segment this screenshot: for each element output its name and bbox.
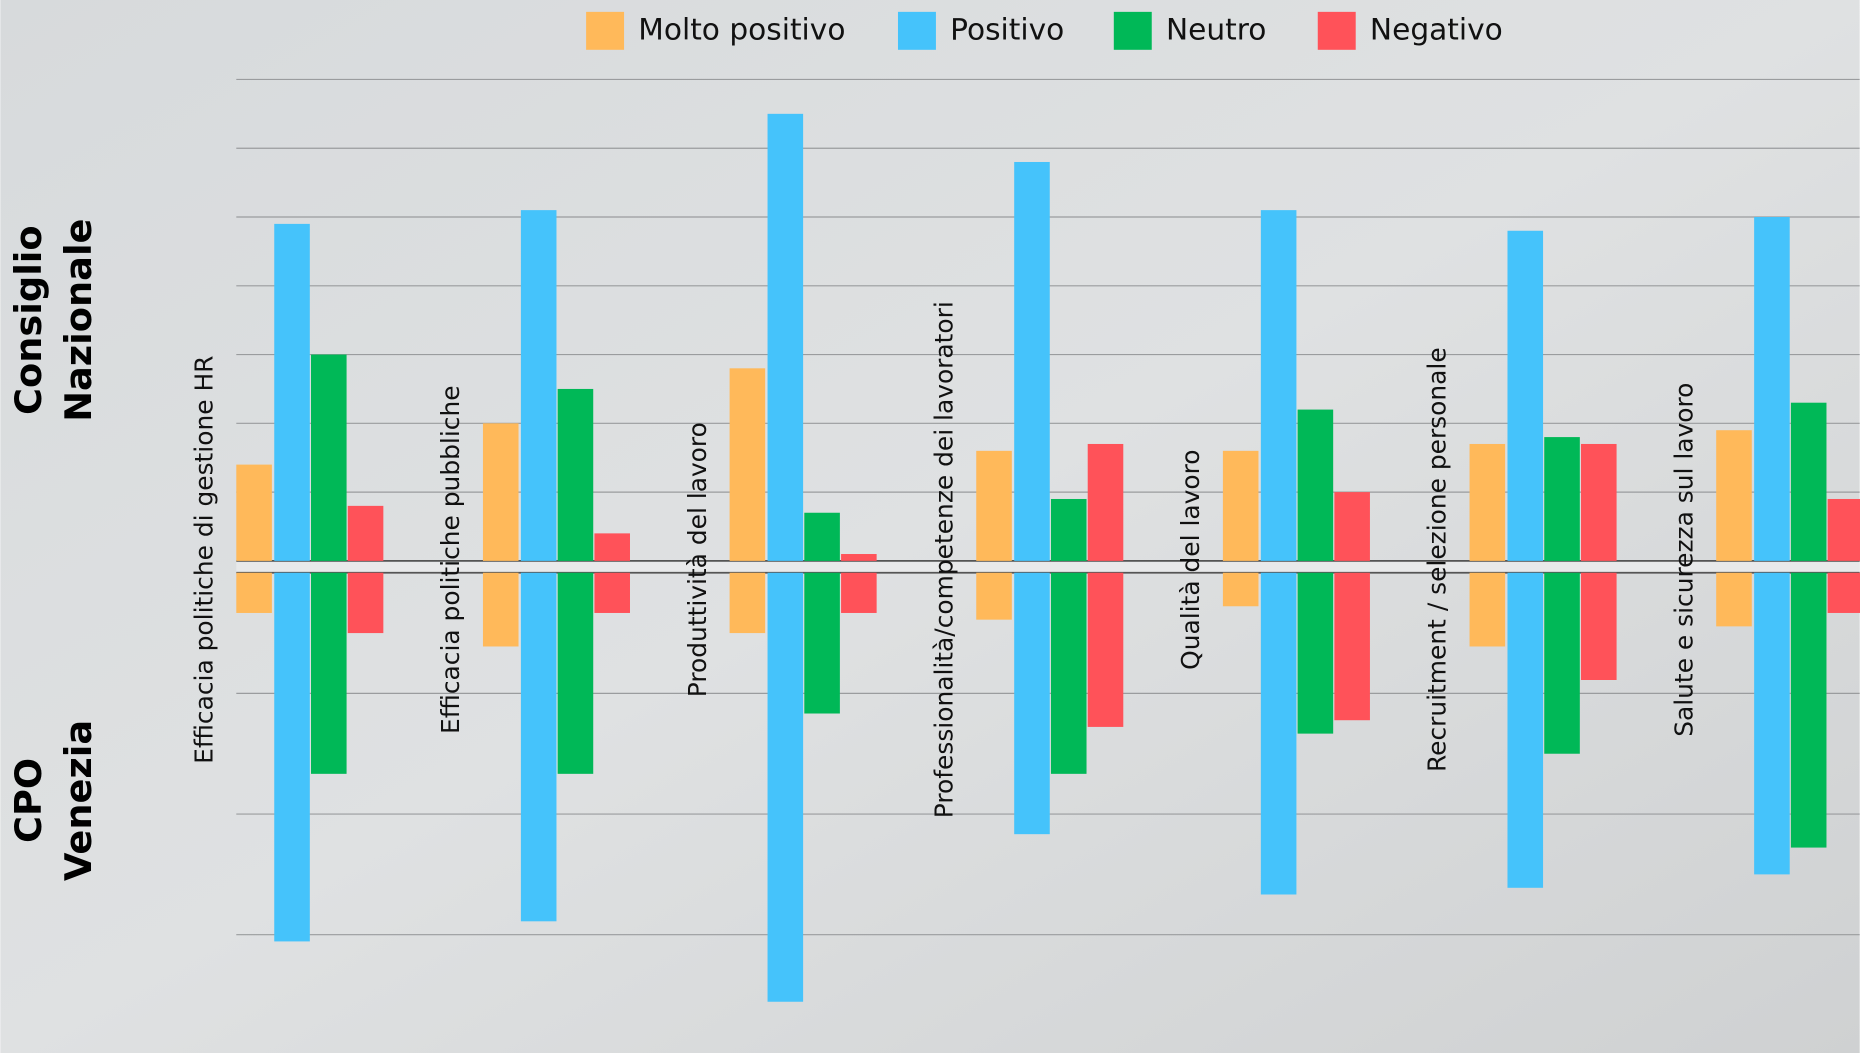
bar: [311, 572, 347, 774]
bar: [767, 572, 804, 1002]
bar: [1297, 572, 1334, 734]
bar: [347, 505, 384, 561]
bar: [1507, 572, 1544, 888]
bar: [311, 354, 347, 561]
panel-label-line: CPO: [6, 758, 49, 843]
bar: [804, 572, 840, 714]
bar: [804, 512, 840, 561]
bar: [520, 572, 557, 922]
bar: [767, 113, 804, 561]
panel-label-line: Consiglio: [6, 225, 49, 415]
bar: [520, 210, 557, 561]
bar: [1260, 210, 1297, 561]
bar: [729, 572, 766, 634]
bar: [1716, 430, 1752, 561]
bar: [236, 464, 272, 561]
legend-label: Neutro: [1166, 11, 1266, 46]
legend-swatch: [1317, 11, 1356, 50]
bar: [557, 388, 594, 561]
category-label: Recruitment / selezione personale: [1423, 347, 1452, 772]
bar: [1581, 572, 1617, 680]
bar: [1260, 572, 1297, 895]
bar: [1297, 409, 1334, 561]
category-label: Efficacia politiche di gestione HR: [189, 356, 218, 764]
legend-label: Negativo: [1370, 11, 1503, 46]
bar: [347, 572, 384, 634]
bar: [1014, 572, 1050, 835]
bar: [594, 572, 630, 613]
bar: [1334, 572, 1370, 721]
bar: [1544, 437, 1580, 561]
category-label: Professionalità/competenze dei lavorator…: [929, 301, 958, 818]
bar: [1050, 498, 1087, 561]
bar: [1050, 572, 1087, 774]
bar: [976, 450, 1012, 561]
bar: [236, 572, 272, 613]
bar: [1507, 230, 1544, 561]
bar: [1087, 572, 1124, 727]
baseline-gap: [236, 562, 1860, 572]
bar: [1222, 572, 1259, 607]
bar: [841, 554, 877, 561]
bar: [1334, 492, 1370, 561]
bar: [1827, 572, 1860, 613]
bar: [482, 572, 519, 647]
bar: [1087, 443, 1124, 561]
category-label: Salute e sicurezza sul lavoro: [1669, 383, 1698, 737]
panel-label-line: Venezia: [56, 720, 99, 881]
category-label: Produttività del lavoro: [683, 422, 712, 697]
legend-swatch: [897, 11, 936, 50]
bar: [1014, 161, 1050, 561]
bar: [1544, 572, 1580, 754]
legend-swatch: [1113, 11, 1152, 50]
bar: [841, 572, 877, 613]
bar: [274, 223, 310, 561]
bar: [1754, 572, 1790, 875]
bar: [1790, 402, 1827, 561]
bar: [1716, 572, 1752, 627]
panel-label: CPO Venezia: [6, 720, 99, 881]
bar: [1790, 572, 1827, 848]
panel-label-line: Nazionale: [56, 219, 99, 422]
bar: [1581, 443, 1617, 561]
category-label: Efficacia politiche pubbliche: [436, 385, 465, 734]
bar: [1469, 572, 1506, 647]
bar: [729, 368, 766, 561]
legend-swatch: [586, 11, 625, 50]
bar: [1754, 217, 1790, 561]
bar: [1469, 443, 1506, 561]
bar: [482, 423, 519, 561]
bar: [594, 533, 630, 561]
category-label: Qualità del lavoro: [1176, 450, 1205, 670]
bar: [976, 572, 1012, 620]
bar: [1222, 450, 1259, 561]
legend-label: Molto positivo: [638, 11, 845, 46]
bar: [557, 572, 594, 774]
legend-label: Positivo: [950, 11, 1064, 46]
panel-label: Consiglio Nazionale: [6, 219, 99, 422]
bar: [274, 572, 310, 942]
bar: [1827, 498, 1860, 561]
